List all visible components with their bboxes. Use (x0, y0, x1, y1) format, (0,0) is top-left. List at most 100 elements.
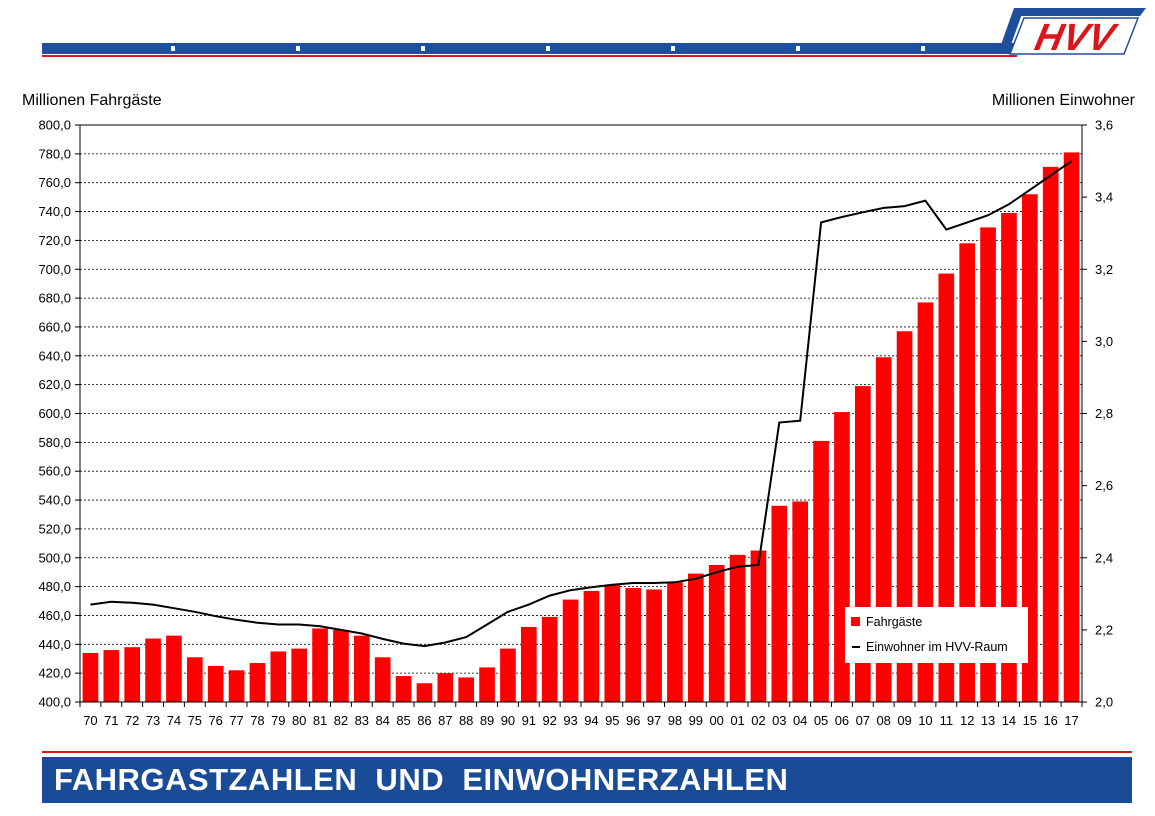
y2-tick-label: 2,6 (1095, 478, 1113, 493)
x-tick-label: 10 (918, 713, 932, 728)
y-tick-label: 780,0 (38, 146, 71, 161)
x-tick-label: 15 (1023, 713, 1037, 728)
y2-tick-label: 2,2 (1095, 622, 1113, 637)
y-tick-label: 680,0 (38, 291, 71, 306)
bar-85 (395, 676, 412, 702)
y2-axis-title: Millionen Einwohner (992, 92, 1136, 109)
bar-15 (1021, 194, 1038, 702)
x-tick-label: 86 (417, 713, 431, 728)
x-tick-label: 92 (542, 713, 556, 728)
y-tick-label: 460,0 (38, 608, 71, 623)
y-tick-label: 520,0 (38, 521, 71, 536)
bar-16 (1042, 166, 1059, 702)
logo-text: HVV (1031, 16, 1121, 58)
x-tick-label: 73 (146, 713, 160, 728)
bar-91 (520, 626, 537, 702)
y-tick-label: 480,0 (38, 579, 71, 594)
x-tick-label: 13 (981, 713, 995, 728)
header-band-marker (921, 46, 925, 51)
x-tick-label: 78 (250, 713, 264, 728)
bar-01 (729, 554, 746, 702)
bar-00 (708, 564, 725, 702)
bar-76 (207, 665, 224, 702)
x-tick-label: 85 (396, 713, 410, 728)
bar-92 (541, 616, 558, 702)
bar-12 (959, 243, 976, 702)
bar-99 (687, 573, 704, 702)
bar-17 (1063, 152, 1080, 703)
x-tick-label: 09 (897, 713, 911, 728)
y2-tick-label: 2,8 (1095, 406, 1113, 421)
x-tick-label: 70 (83, 713, 97, 728)
y-tick-label: 540,0 (38, 493, 71, 508)
y-tick-label: 740,0 (38, 204, 71, 219)
bar-11 (938, 273, 955, 702)
line-einwohner (90, 160, 1073, 648)
header-band-marker (171, 46, 175, 51)
bar-70 (82, 652, 99, 702)
y-tick-label: 400,0 (38, 695, 71, 710)
x-tick-label: 14 (1002, 713, 1016, 728)
x-tick-label: 01 (730, 713, 744, 728)
x-tick-label: 00 (709, 713, 723, 728)
legend-swatch-bars (851, 617, 860, 626)
x-tick-label: 05 (814, 713, 828, 728)
header-band-marker (796, 46, 800, 51)
bar-87 (437, 673, 454, 702)
x-tick-label: 91 (522, 713, 536, 728)
y-tick-labels: 400,0 420,0 440,0 460,0 480,0 500,0 520,0 540,0… (38, 118, 71, 710)
x-tick-label: 83 (355, 713, 369, 728)
y-tick-label: 620,0 (38, 377, 71, 392)
footer-title: FAHRGASTZAHLEN UND EINWOHNERZAHLEN (54, 762, 789, 797)
y-tick-label: 660,0 (38, 319, 71, 334)
x-tick-label: 80 (292, 713, 306, 728)
bar-73 (145, 638, 161, 702)
bar-02 (750, 550, 767, 702)
y2-tick-label: 2,0 (1095, 695, 1113, 710)
x-tick-label: 17 (1064, 713, 1078, 728)
x-tick-label: 03 (772, 713, 786, 728)
bar-97 (646, 589, 662, 702)
y-tick-label: 580,0 (38, 435, 71, 450)
bar-89 (479, 667, 495, 702)
x-tick-label: 76 (208, 713, 222, 728)
legend: Fahrgäste Einwohner im HVV-Raum (845, 607, 1028, 663)
bar-series (82, 152, 1080, 703)
bar-14 (1001, 212, 1017, 702)
bar-75 (186, 657, 203, 702)
bar-13 (980, 227, 996, 703)
bar-04 (792, 501, 809, 702)
y-tick-label: 440,0 (38, 637, 71, 652)
x-tick-label: 97 (647, 713, 661, 728)
x-tick-label: 12 (960, 713, 974, 728)
y-tick-label: 800,0 (38, 118, 71, 133)
bar-03 (771, 505, 788, 702)
bar-71 (103, 650, 120, 702)
x-tick-label: 84 (375, 713, 389, 728)
bar-95 (604, 585, 621, 702)
x-tick-label: 87 (438, 713, 452, 728)
gridlines (80, 124, 1082, 674)
x-tick-label: 04 (793, 713, 807, 728)
x-tick-label: 08 (876, 713, 890, 728)
y-tick-label: 420,0 (38, 666, 71, 681)
x-tick-label: 93 (563, 713, 577, 728)
bar-86 (416, 683, 433, 702)
y2-tick-label: 3,0 (1095, 334, 1113, 349)
bar-84 (374, 657, 391, 702)
x-tick-label: 96 (626, 713, 640, 728)
line-series (90, 160, 1073, 648)
bar-81 (312, 628, 328, 702)
x-tick-label: 88 (459, 713, 473, 728)
bar-78 (249, 663, 266, 702)
y-tick-label: 720,0 (38, 233, 71, 248)
y2-tick-label: 3,4 (1095, 190, 1113, 205)
x-tick-label: 11 (940, 713, 954, 728)
bar-90 (500, 648, 516, 702)
legend-label-bars: Fahrgäste (866, 615, 922, 629)
x-tick-label: 72 (125, 713, 139, 728)
header-band-marker (671, 46, 675, 51)
x-tick-label: 95 (605, 713, 619, 728)
bar-72 (124, 647, 141, 702)
bar-10 (917, 302, 934, 702)
